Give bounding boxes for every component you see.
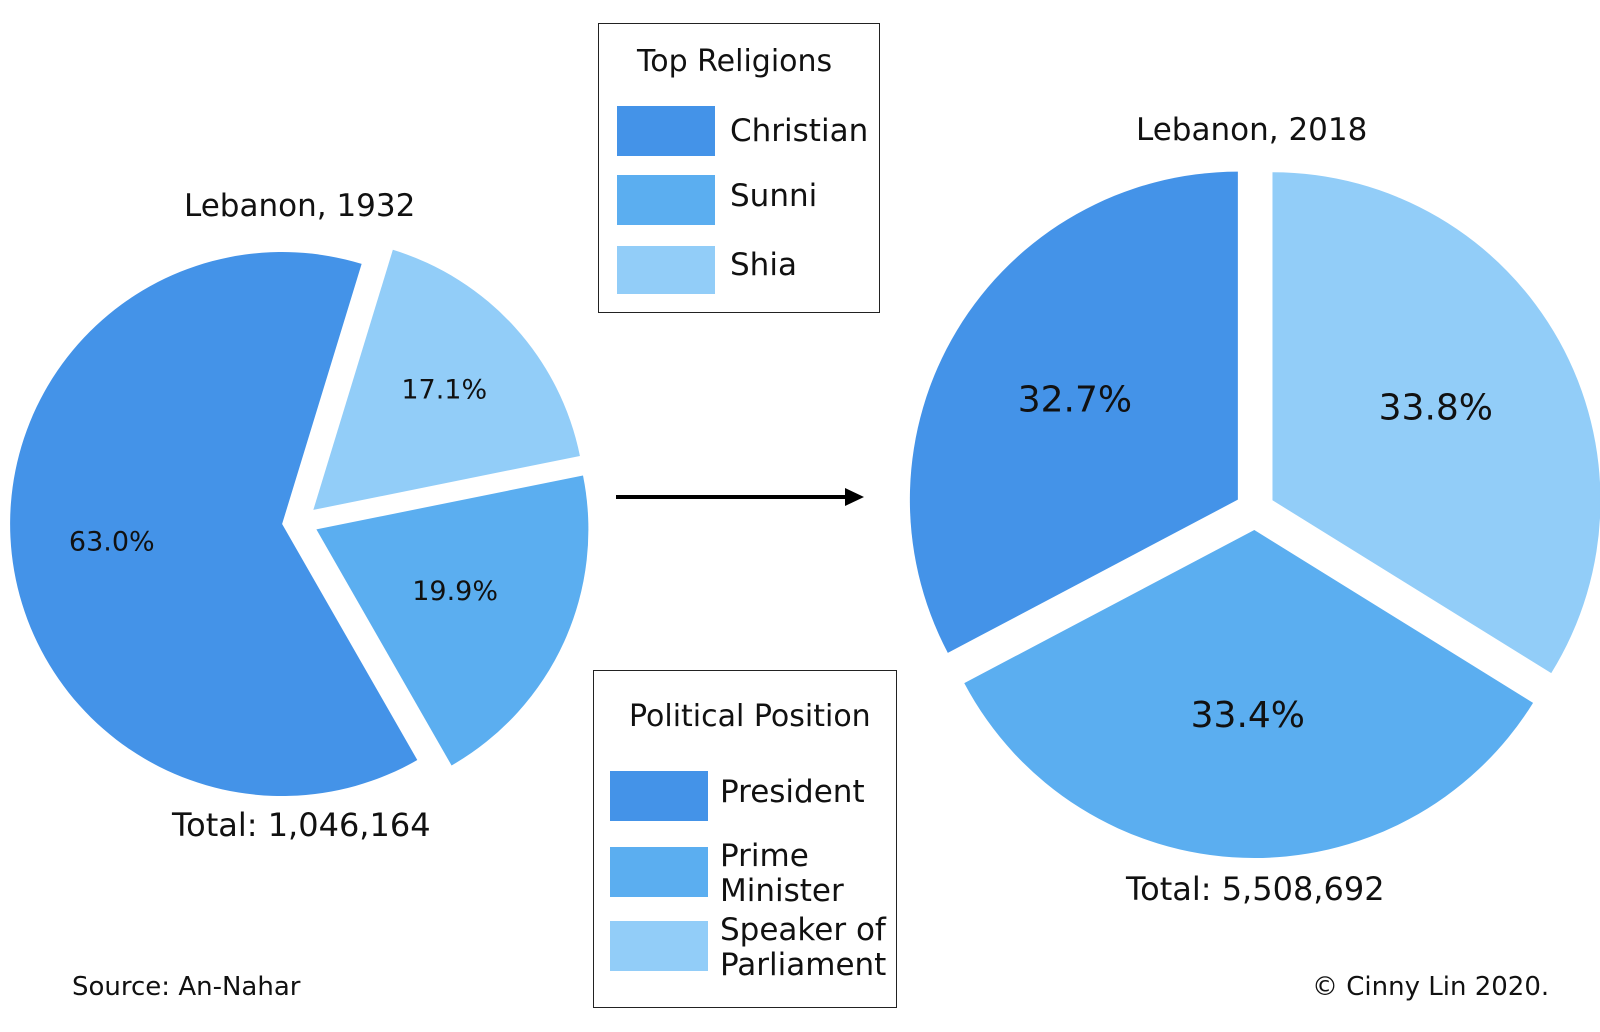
legend-label-prime-minister: Prime Minister [720,838,844,909]
legend-swatch-president [610,771,708,821]
copyright-note: © Cinny Lin 2020. [1312,972,1550,1002]
pie-2018: 33.8% 33.4% 32.7% [909,171,1600,858]
legend-swatch-christian [617,106,715,156]
pie-slice-shia [1272,172,1600,674]
pie-slice-sunni [964,529,1534,858]
legend-label-president: President [720,774,865,810]
pie-title-1932: Lebanon, 1932 [184,188,416,224]
legend-political-title: Political Position [629,699,871,734]
pie-title-2018: Lebanon, 2018 [1136,112,1368,148]
legend-label-shia: Shia [730,247,797,283]
pie-slice-sunni [316,475,589,766]
pie-slice-christian [10,252,418,797]
source-note: Source: An-Nahar [72,972,301,1002]
legend-religions-title: Top Religions [637,44,833,79]
pie-1932: 17.1% 19.9% 63.0% [10,249,589,797]
legend-political: Political Position President Prime Minis… [593,670,897,1008]
pie-label-sunni: 33.4% [1191,695,1305,736]
pie-slice-shia [313,249,580,510]
transition-arrow [616,488,864,506]
legend-swatch-speaker [610,921,708,971]
total-2018: Total: 5,508,692 [1126,870,1385,908]
legend-label-christian: Christian [730,113,869,149]
pie-label-shia: 33.8% [1379,387,1493,428]
legend-religions: Top Religions Christian Sunni Shia [598,23,880,313]
pie-label-sunni: 19.9% [412,576,498,607]
legend-swatch-shia [617,246,715,294]
legend-swatch-prime-minister [610,847,708,897]
pie-slice-christian [909,171,1238,653]
legend-label-speaker: Speaker of Parliament [720,912,887,983]
pie-label-christian: 32.7% [1018,379,1132,420]
legend-swatch-sunni [617,175,715,225]
pie-label-shia: 17.1% [401,375,487,406]
total-1932: Total: 1,046,164 [172,806,431,844]
pie-label-christian: 63.0% [69,527,155,558]
legend-label-sunni: Sunni [730,178,818,214]
